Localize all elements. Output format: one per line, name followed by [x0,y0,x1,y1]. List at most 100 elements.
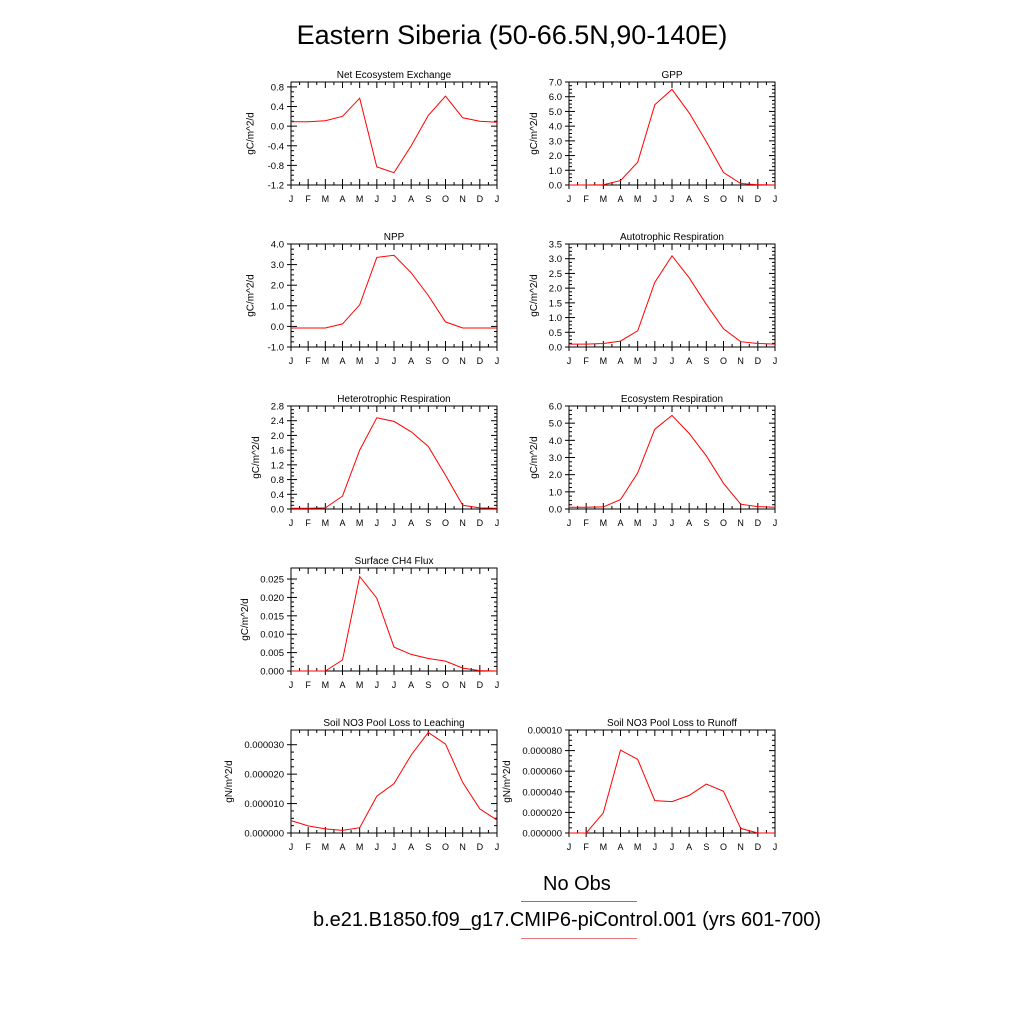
y-tick-label: 0.0 [271,122,284,133]
y-tick-label: 1.0 [271,301,284,312]
y-tick-label: 7.0 [549,78,562,89]
x-tick-label: M [600,356,608,366]
x-tick-label: O [720,356,727,366]
x-tick-label: A [339,680,345,690]
x-tick-label: A [686,518,692,528]
x-tick-label: S [425,518,431,528]
x-tick-label: M [322,518,330,528]
page-title: Eastern Siberia (50-66.5N,90-140E) [296,20,728,50]
y-tick-label: 0.0 [549,343,562,354]
y-axis-label: gC/m^2/d [240,598,251,641]
legend-obs-line [521,901,637,902]
y-tick-label: 0.005 [260,648,284,659]
y-tick-label: 4.0 [549,122,562,133]
y-tick-label: 0.000020 [522,808,562,819]
y-axis-label: gN/m^2/d [502,760,513,803]
y-tick-label: 0.4 [271,490,284,501]
x-tick-label: J [653,356,658,366]
y-tick-label: 1.2 [271,460,284,471]
x-tick-label: M [356,842,364,852]
x-tick-label: M [356,518,364,528]
x-tick-label: D [477,518,484,528]
x-tick-label: J [375,842,380,852]
x-tick-label: M [600,842,608,852]
y-tick-label: 0.000000 [244,829,284,840]
x-tick-label: A [617,194,623,204]
y-tick-label: 3.0 [271,260,284,271]
x-tick-label: J [495,194,500,204]
y-tick-label: 2.0 [549,284,562,295]
series-line-1 [290,731,498,831]
y-axis-label: gC/m^2/d [529,436,540,479]
series-line-1 [291,575,498,672]
x-tick-label: S [703,356,709,366]
x-tick-label: F [305,194,311,204]
x-tick-label: J [670,842,675,852]
panel-title: Surface CH4 Flux [355,556,434,567]
x-tick-label: J [567,356,572,366]
legend-case-label: b.e21.B1850.f09_g17.CMIP6-piControl.001 … [313,909,822,931]
y-tick-label: 0.8 [271,82,284,93]
y-axis-label: gC/m^2/d [245,274,256,317]
y-tick-label: 5.0 [549,419,562,430]
y-tick-label: 5.0 [549,107,562,118]
x-tick-label: N [459,194,466,204]
x-tick-label: A [408,680,414,690]
y-tick-label: -0.4 [268,141,284,152]
x-tick-label: O [442,680,449,690]
x-tick-label: D [477,356,484,366]
x-tick-label: A [408,356,414,366]
series-line-1 [291,254,497,329]
x-tick-label: A [339,842,345,852]
legend-case-line [521,938,637,939]
x-tick-label: S [703,842,709,852]
y-tick-label: 1.0 [549,166,562,177]
y-tick-label: 0.000010 [244,799,284,810]
x-tick-label: O [720,518,727,528]
x-tick-label: J [653,842,658,852]
x-tick-label: M [600,518,608,528]
x-tick-label: O [442,842,449,852]
x-tick-label: N [459,842,466,852]
x-tick-label: J [289,518,294,528]
x-tick-label: J [773,356,778,366]
legend-obs-label: No Obs [543,873,611,895]
x-tick-label: A [686,356,692,366]
panel-title: GPP [661,70,682,81]
x-tick-label: J [392,518,397,528]
x-tick-label: D [755,194,762,204]
x-tick-label: N [459,680,466,690]
x-tick-label: O [442,518,449,528]
y-tick-label: -1.0 [268,343,284,354]
x-tick-label: N [737,842,744,852]
panel-title: Autotrophic Respiration [620,232,724,243]
y-axis-label: gC/m^2/d [529,112,540,155]
x-tick-label: F [583,356,589,366]
x-tick-label: J [375,356,380,366]
y-tick-label: 0.8 [271,475,284,486]
x-tick-label: S [425,680,431,690]
x-tick-label: A [686,194,692,204]
x-tick-label: N [459,518,466,528]
x-tick-label: A [686,842,692,852]
y-tick-label: 0.5 [549,328,562,339]
x-tick-label: J [773,518,778,528]
x-tick-label: M [634,194,642,204]
x-tick-label: A [617,518,623,528]
x-tick-label: M [322,842,330,852]
x-tick-label: J [392,842,397,852]
y-tick-label: 6.0 [549,402,562,413]
x-tick-label: M [322,194,330,204]
y-tick-label: 2.0 [549,470,562,481]
x-tick-label: J [653,194,658,204]
x-tick-label: F [305,356,311,366]
x-tick-label: M [600,194,608,204]
y-tick-label: 1.0 [549,487,562,498]
x-tick-label: A [339,194,345,204]
x-tick-label: J [670,194,675,204]
